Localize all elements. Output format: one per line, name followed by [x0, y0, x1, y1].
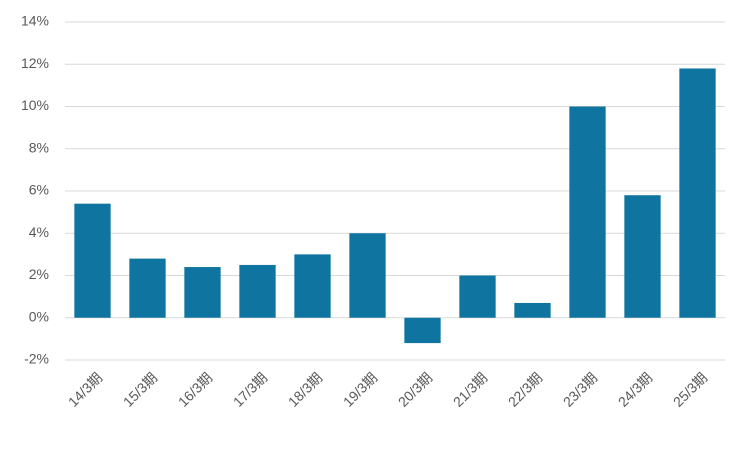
y-tick-label: 8%: [29, 139, 49, 155]
bar: [679, 68, 716, 318]
bar: [624, 195, 661, 318]
y-tick-label: 2%: [29, 266, 49, 282]
bar: [349, 233, 386, 318]
y-tick-label: -2%: [24, 351, 49, 367]
y-tick-label: 0%: [29, 308, 49, 324]
bar: [184, 267, 221, 318]
x-tick-label: 25/3期: [670, 369, 710, 409]
bar: [404, 317, 441, 344]
bar: [74, 203, 111, 318]
x-tick-label: 23/3期: [560, 369, 600, 409]
bar: [129, 258, 166, 318]
bar: [239, 264, 276, 318]
y-tick-label: 14%: [21, 13, 49, 29]
bar: [459, 275, 496, 318]
x-tick-label: 17/3期: [230, 369, 270, 409]
bar: [569, 106, 606, 318]
bar: [514, 302, 551, 318]
x-tick-label: 20/3期: [395, 369, 435, 409]
x-tick-label: 16/3期: [175, 369, 215, 409]
y-tick-label: 12%: [21, 55, 49, 71]
x-tick-label: 19/3期: [340, 369, 380, 409]
x-tick-label: 22/3期: [505, 369, 545, 409]
x-tick-label: 21/3期: [450, 369, 490, 409]
bar: [294, 254, 331, 318]
x-tick-label: 14/3期: [65, 369, 105, 409]
y-tick-label: 4%: [29, 224, 49, 240]
x-tick-label: 24/3期: [615, 369, 655, 409]
x-tick-label: 15/3期: [120, 369, 160, 409]
y-tick-label: 10%: [21, 97, 49, 113]
x-tick-label: 18/3期: [285, 369, 325, 409]
y-tick-label: 6%: [29, 182, 49, 198]
